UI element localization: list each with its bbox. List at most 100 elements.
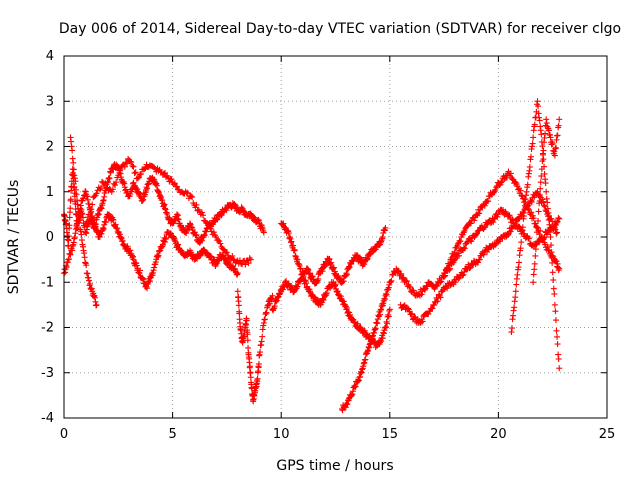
data-point: [106, 175, 113, 182]
data-point: [130, 163, 137, 170]
data-point: [497, 238, 504, 245]
data-point: [99, 178, 106, 185]
y-tick-label: 2: [46, 140, 54, 155]
data-point: [493, 184, 500, 191]
data-point: [76, 217, 83, 224]
data-point: [508, 325, 515, 332]
data-point: [234, 288, 241, 295]
data-point: [418, 291, 425, 298]
data-point: [553, 327, 560, 334]
data-point: [524, 205, 531, 212]
data-point: [382, 224, 389, 231]
y-tick-label: -3: [41, 366, 54, 381]
data-point: [115, 172, 122, 179]
series-track-g: [269, 224, 389, 314]
data-point: [517, 187, 524, 194]
data-point: [403, 278, 410, 285]
data-point: [235, 302, 242, 309]
data-point: [261, 316, 268, 323]
data-point: [328, 259, 335, 266]
data-point: [467, 220, 474, 227]
data-point: [431, 302, 438, 309]
data-point: [535, 217, 542, 224]
data-point: [271, 303, 278, 310]
data-point: [531, 260, 538, 267]
data-point: [535, 208, 542, 215]
data-point: [429, 305, 436, 312]
data-point: [408, 311, 415, 318]
data-point: [466, 265, 473, 272]
data-point: [285, 230, 292, 237]
data-point: [528, 198, 535, 205]
data-point: [452, 279, 459, 286]
data-point: [527, 197, 534, 204]
data-point: [552, 144, 559, 151]
data-point: [550, 276, 557, 283]
data-point: [75, 208, 82, 215]
data-point: [113, 179, 120, 186]
data-point: [480, 251, 487, 258]
data-point: [519, 224, 526, 231]
data-point: [330, 264, 337, 271]
data-point: [533, 241, 540, 248]
data-point: [545, 209, 552, 216]
data-point: [352, 383, 359, 390]
data-point: [457, 238, 464, 245]
data-point: [173, 183, 180, 190]
data-point: [459, 272, 466, 279]
data-point: [168, 176, 175, 183]
data-point: [530, 279, 537, 286]
data-point: [423, 282, 430, 289]
data-point: [552, 317, 559, 324]
data-point: [407, 284, 414, 291]
series-track-m: [530, 116, 563, 286]
data-point: [536, 117, 543, 124]
data-point: [492, 186, 499, 193]
data-point: [382, 324, 389, 331]
data-point: [555, 214, 562, 221]
data-point: [542, 130, 549, 137]
data-point: [530, 271, 537, 278]
data-point: [246, 363, 253, 370]
data-point: [403, 278, 410, 285]
data-point: [476, 256, 483, 263]
data-point: [546, 221, 553, 228]
y-tick-label: -1: [41, 275, 54, 290]
data-point: [518, 239, 525, 246]
data-point: [556, 116, 563, 123]
data-point: [540, 147, 547, 154]
data-point: [137, 267, 144, 274]
data-point: [556, 215, 563, 222]
data-point: [254, 375, 261, 382]
data-point: [554, 341, 561, 348]
data-point: [109, 186, 116, 193]
data-point: [468, 238, 475, 245]
data-point: [204, 220, 211, 227]
data-point: [394, 267, 401, 274]
data-point: [247, 374, 254, 381]
data-point: [96, 186, 103, 193]
data-point: [89, 201, 96, 208]
data-point: [514, 271, 521, 278]
data-point: [245, 260, 252, 267]
data-point: [244, 331, 251, 338]
data-point: [93, 301, 100, 308]
data-point: [81, 254, 88, 261]
data-point: [242, 261, 249, 268]
chart-title: Day 006 of 2014, Sidereal Day-to-day VTE…: [59, 21, 621, 37]
data-point: [554, 333, 561, 340]
data-point: [131, 170, 138, 177]
data-point: [257, 349, 264, 356]
x-tick-label: 20: [490, 427, 507, 442]
data-point: [551, 152, 558, 159]
data-point: [65, 233, 72, 240]
data-point: [220, 246, 227, 253]
data-point: [217, 240, 224, 247]
data-point: [73, 191, 80, 198]
data-point: [517, 245, 524, 252]
data-point: [530, 215, 537, 222]
data-point: [385, 313, 392, 320]
data-point: [548, 249, 555, 256]
data-point: [446, 260, 453, 267]
